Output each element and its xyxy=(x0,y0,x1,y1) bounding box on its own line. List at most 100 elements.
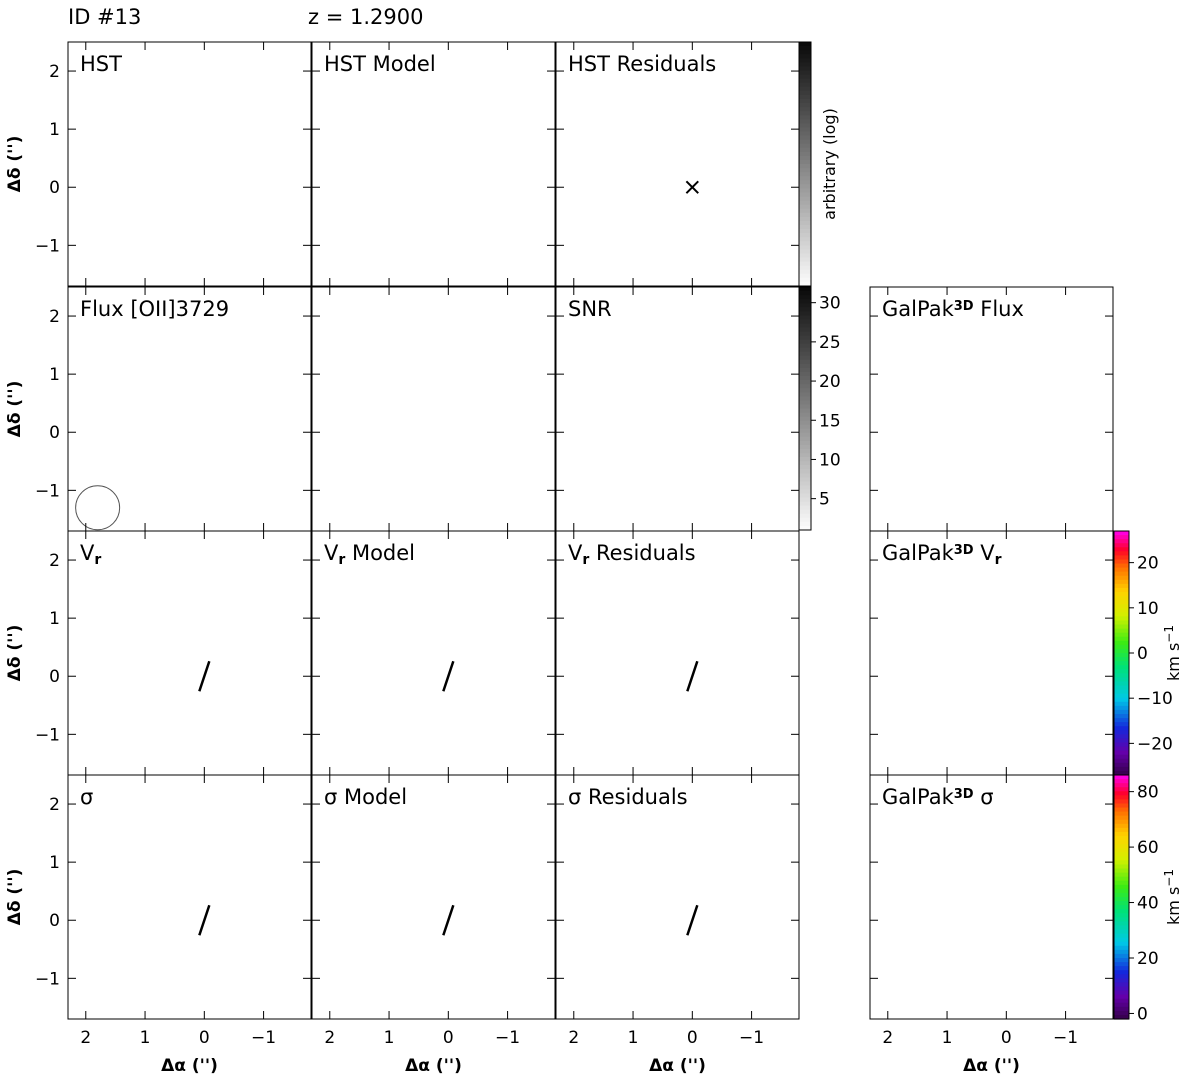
panel-gp_sigma: GalPak3D σ 2 1 0 −1 Δα ('') xyxy=(869,774,1114,1076)
panel-frame xyxy=(311,286,556,532)
panel-gp_flux: GalPak3D Flux xyxy=(869,286,1114,532)
y-tick-label: 0 xyxy=(49,423,60,443)
colorbar-tick-label: 0 xyxy=(1137,1004,1148,1024)
panel-ticks xyxy=(870,287,1113,531)
panel-snr: SNR xyxy=(555,286,800,532)
colorbar-label: km s−1 xyxy=(1162,869,1183,925)
panel-vr: Vr −1 0 1 2 Δδ ('') xyxy=(5,530,312,776)
panel-frame xyxy=(869,530,1114,776)
panel-hst: HST −1 0 1 2 Δδ ('') xyxy=(5,41,312,287)
y-tick-label: 1 xyxy=(49,853,60,873)
x-axis-label: Δα ('') xyxy=(161,1056,218,1076)
x-tick-label: 0 xyxy=(687,1028,698,1048)
colorbar-tick-label: 40 xyxy=(1137,894,1159,914)
panel-ticks xyxy=(312,775,555,1019)
y-tick-label: 1 xyxy=(49,365,60,385)
colorbar-tick-label: 60 xyxy=(1137,838,1159,858)
panel-title: σ Residuals xyxy=(568,785,688,809)
panel-title: SNR xyxy=(568,297,612,321)
y-tick-label: 0 xyxy=(49,911,60,931)
colorbar-tick-label: 15 xyxy=(819,411,841,431)
panel-ticks xyxy=(556,42,799,286)
x-axis-label: Δα ('') xyxy=(405,1056,462,1076)
panel-frame xyxy=(869,774,1114,1020)
colorbar-tick-label: −20 xyxy=(1137,734,1173,754)
panel-title: HST xyxy=(80,52,122,76)
panel-ticks xyxy=(870,531,1113,775)
y-tick-label: 2 xyxy=(49,62,60,82)
x-tick-label: 1 xyxy=(628,1028,639,1048)
panel-grid: HST −1 0 1 2 Δδ ('') HST Model HST Residuals Flu… xyxy=(5,41,1114,1076)
colorbars: arbitrary (log) 30 25 20 15 10 5 20 10 0 −10 −20 km … xyxy=(798,41,1183,1024)
y-tick-label: −1 xyxy=(35,236,60,256)
colorbar-tick-label: 0 xyxy=(1137,644,1148,664)
panel-title: HST Model xyxy=(324,52,436,76)
panel-ticks xyxy=(556,775,799,1019)
panel-vr_model: Vr Model xyxy=(311,530,556,776)
panel-frame xyxy=(311,41,556,287)
x-tick-label: −1 xyxy=(251,1028,276,1048)
panel-title: Flux [OII]3729 xyxy=(80,297,229,321)
panel-empty xyxy=(311,286,556,532)
colorbar-tick-label: 20 xyxy=(819,372,841,392)
colorbar-tick-label: 10 xyxy=(1137,599,1159,619)
major-axis-marker xyxy=(442,904,455,936)
y-tick-label: 2 xyxy=(49,795,60,815)
major-axis-marker xyxy=(198,904,211,936)
colorbar-cb_snr: 30 25 20 15 10 5 xyxy=(798,286,841,531)
y-axis-label: Δδ ('') xyxy=(5,869,25,926)
x-tick-label: 2 xyxy=(80,1028,91,1048)
panel-ticks xyxy=(870,775,1113,1019)
panel-title: GalPak3D Vr xyxy=(882,541,1002,568)
panel-frame xyxy=(555,530,800,776)
x-tick-label: 0 xyxy=(199,1028,210,1048)
panel-title: HST Residuals xyxy=(568,52,716,76)
panel-frame xyxy=(67,530,312,776)
panel-ticks xyxy=(312,531,555,775)
x-tick-label: 2 xyxy=(324,1028,335,1048)
x-tick-label: −1 xyxy=(1053,1028,1078,1048)
panel-hst_model: HST Model xyxy=(311,41,556,287)
panel-ticks xyxy=(312,42,555,286)
colorbar-cb_hst: arbitrary (log) xyxy=(798,41,839,287)
panel-sigma: σ −1 0 1 2 Δδ ('') 2 1 0 −1 Δα ('') xyxy=(5,774,312,1076)
id-label: ID #13 xyxy=(68,5,141,29)
panel-ticks xyxy=(556,531,799,775)
colorbar-label: km s−1 xyxy=(1162,625,1183,681)
centre-marker xyxy=(197,180,211,194)
panel-frame xyxy=(555,41,800,287)
y-tick-label: −1 xyxy=(35,725,60,745)
panel-frame xyxy=(67,286,312,532)
panel-sigma_model: σ Model 2 1 0 −1 Δα ('') xyxy=(311,774,556,1076)
centre-marker xyxy=(441,180,455,194)
panel-vr_res: Vr Residuals xyxy=(555,530,800,776)
y-tick-label: 1 xyxy=(49,120,60,140)
y-tick-label: 0 xyxy=(49,667,60,687)
panel-frame xyxy=(869,286,1114,532)
panel-ticks xyxy=(68,531,311,775)
y-axis-label: Δδ ('') xyxy=(5,136,25,193)
panel-frame xyxy=(555,286,800,532)
panel-ticks xyxy=(556,287,799,531)
panel-title: Vr xyxy=(80,541,101,568)
y-tick-label: −1 xyxy=(35,969,60,989)
major-axis-marker xyxy=(198,660,211,692)
panel-frame xyxy=(67,41,312,287)
colorbar-tick-label: −10 xyxy=(1137,689,1173,709)
major-axis-marker xyxy=(686,660,699,692)
x-tick-label: 1 xyxy=(384,1028,395,1048)
colorbar-tick-label: 20 xyxy=(1137,949,1159,969)
colorbar-label: arbitrary (log) xyxy=(820,108,839,220)
x-tick-label: 0 xyxy=(1001,1028,1012,1048)
major-axis-marker xyxy=(686,904,699,936)
x-tick-label: 1 xyxy=(942,1028,953,1048)
panel-title: GalPak3D Flux xyxy=(882,297,1024,321)
panel-ticks xyxy=(68,42,311,286)
y-tick-label: −1 xyxy=(35,481,60,501)
colorbar-tick-label: 10 xyxy=(819,450,841,470)
panel-sigma_res: σ Residuals 2 1 0 −1 Δα ('') xyxy=(555,774,800,1076)
panel-title: σ xyxy=(80,785,93,809)
x-tick-label: −1 xyxy=(739,1028,764,1048)
panel-title: σ Model xyxy=(324,785,407,809)
